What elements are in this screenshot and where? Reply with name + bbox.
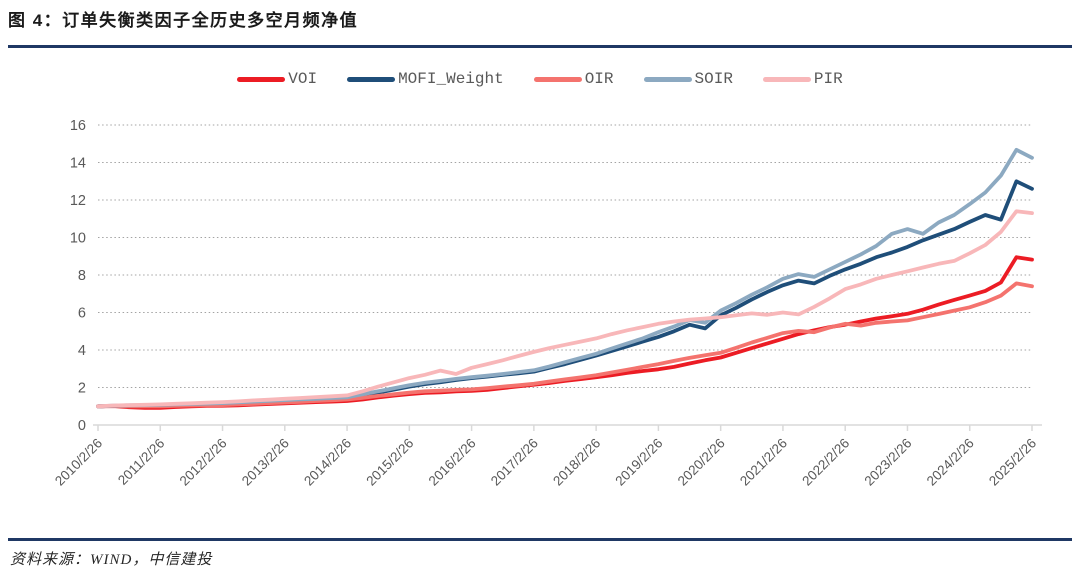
series-line-MOFI_Weight — [96, 179, 1034, 409]
source-text: 资料来源：WIND，中信建投 — [10, 552, 213, 568]
legend-label-MOFI_Weight: MOFI_Weight — [398, 70, 504, 88]
x-axis-label: 2019/2/26 — [612, 436, 665, 489]
series-line-OIR — [96, 281, 1034, 409]
series-line-VOI — [96, 255, 1034, 410]
x-axis-label: 2023/2/26 — [862, 436, 915, 489]
y-axis-label: 2 — [78, 381, 86, 397]
legend-item-VOI: VOI — [237, 70, 317, 88]
x-axis-label: 2013/2/26 — [239, 436, 292, 489]
legend-label-VOI: VOI — [288, 70, 318, 88]
y-axis-label: 4 — [78, 343, 86, 359]
legend-label-SOIR: SOIR — [694, 70, 733, 88]
y-axis-label: 12 — [70, 193, 86, 209]
title-divider-rule — [8, 45, 1072, 48]
legend-swatch-OIR — [533, 76, 582, 82]
x-axis-label: 2018/2/26 — [550, 436, 603, 489]
legend-swatch-SOIR — [643, 76, 692, 82]
series-line-PIR — [96, 209, 1034, 409]
legend-label-PIR: PIR — [813, 70, 843, 88]
x-axis-label: 2024/2/26 — [924, 436, 977, 489]
legend-swatch-VOI — [237, 76, 286, 82]
legend-item-OIR: OIR — [533, 70, 614, 88]
x-axis-label: 2017/2/26 — [488, 436, 541, 489]
x-axis-label: 2010/2/26 — [52, 436, 105, 489]
x-axis-label: 2025/2/26 — [986, 436, 1039, 489]
x-axis-label: 2016/2/26 — [426, 436, 479, 489]
y-axis-label: 16 — [70, 118, 86, 134]
legend-item-SOIR: SOIR — [643, 70, 733, 88]
legend-label-OIR: OIR — [584, 70, 614, 88]
figure-title: 图 4：订单失衡类因子全历史多空月频净值 — [8, 11, 359, 30]
chart-area: 0 2 4 6 8 10 12 14 16 2010/2/26 2011/2/26 2012/2/26… — [0, 100, 1080, 535]
x-axis-label: 2011/2/26 — [115, 436, 167, 488]
series-line-SOIR — [96, 147, 1034, 409]
y-axis-label: 0 — [78, 418, 86, 434]
x-axis-label: 2015/2/26 — [363, 436, 416, 489]
x-axis-label: 2021/2/26 — [737, 436, 790, 489]
legend-swatch-PIR — [762, 76, 811, 82]
legend-item-PIR: PIR — [762, 70, 843, 88]
y-axis-label: 10 — [70, 231, 86, 247]
source-divider-rule — [8, 538, 1072, 541]
y-axis-label: 14 — [70, 156, 86, 172]
x-axis-label: 2012/2/26 — [177, 436, 230, 489]
y-axis-label: 6 — [78, 306, 86, 322]
chart-svg: 0 2 4 6 8 10 12 14 16 2010/2/26 2011/2/26 2012/2/26… — [52, 118, 1042, 489]
x-axis-label: 2022/2/26 — [799, 436, 852, 489]
x-axis-label: 2014/2/26 — [301, 436, 354, 489]
x-axis-label: 2020/2/26 — [675, 436, 728, 489]
y-axis-label: 8 — [78, 268, 86, 284]
legend-item-MOFI_Weight: MOFI_Weight — [347, 70, 504, 88]
legend-swatch-MOFI_Weight — [347, 76, 396, 82]
chart-legend: VOI MOFI_Weight OIR SOIR PIR — [0, 70, 1080, 88]
